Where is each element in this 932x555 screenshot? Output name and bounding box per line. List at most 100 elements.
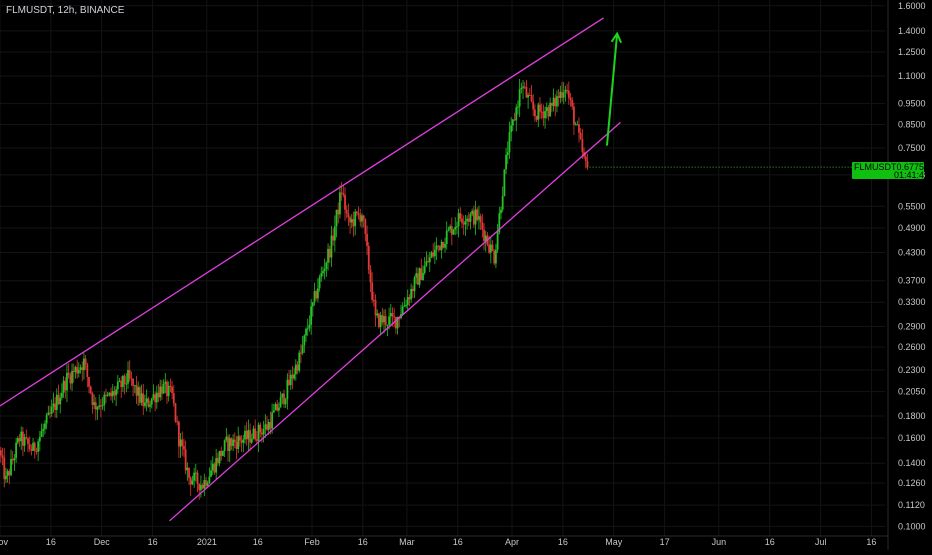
candle-body	[37, 441, 40, 452]
candle-body	[167, 385, 170, 397]
candle-body	[183, 446, 185, 450]
candle-body	[181, 439, 184, 447]
candle-body	[283, 393, 285, 405]
projection-arrow-head	[610, 31, 623, 44]
candle-body	[213, 463, 216, 473]
candle-body	[40, 431, 43, 437]
candle-body	[476, 209, 479, 220]
candle-body	[479, 216, 482, 223]
x-tick-label: Mar	[399, 537, 415, 547]
candle-body	[315, 291, 318, 299]
candle-body	[357, 213, 360, 215]
candle-body	[467, 218, 470, 222]
candle-body	[133, 385, 136, 387]
candle-body	[10, 458, 12, 476]
candle-body	[517, 106, 519, 108]
candle-body	[149, 404, 151, 407]
candle-body	[33, 442, 36, 452]
candle-body	[515, 107, 518, 121]
candle-body	[396, 316, 399, 329]
candle-body	[383, 316, 385, 323]
candle-body	[54, 403, 57, 410]
candle-body	[513, 119, 516, 121]
y-tick-label: 0.9500	[898, 99, 926, 109]
candle-body	[550, 102, 553, 106]
x-tick-label: 16	[558, 537, 568, 547]
candle-body	[171, 386, 173, 394]
candle-body	[11, 458, 14, 461]
candle-body	[389, 313, 392, 317]
candle-body	[254, 428, 257, 440]
candle-body	[179, 439, 182, 447]
candle-body	[557, 96, 560, 98]
candle-body	[245, 430, 248, 440]
candle-body	[401, 306, 404, 315]
candle-body	[174, 403, 177, 422]
candle-body	[483, 229, 485, 241]
candle-body	[271, 412, 274, 429]
candle-body	[411, 288, 414, 292]
candle-body	[64, 380, 67, 391]
candle-body	[89, 386, 92, 394]
candle-body	[28, 444, 31, 449]
candle-body	[72, 370, 75, 372]
candle-body	[127, 370, 129, 384]
candle-body	[294, 364, 297, 375]
candle-body	[50, 407, 53, 414]
candle-body	[99, 405, 102, 407]
candle-body	[240, 440, 243, 443]
candle-body	[456, 226, 458, 228]
candle-body	[244, 430, 246, 440]
candle-body	[559, 91, 562, 98]
candle-body	[462, 222, 465, 225]
candle-body	[140, 393, 143, 403]
candle-body	[252, 428, 255, 439]
y-tick-label: 0.8500	[898, 120, 926, 130]
candle-body	[544, 111, 546, 119]
candle-body	[123, 375, 126, 384]
candle-body	[420, 268, 423, 281]
y-tick-label: 0.2050	[898, 387, 926, 397]
candle-body	[164, 381, 167, 384]
candle-body	[450, 226, 453, 235]
candle-body	[122, 375, 124, 388]
x-tick-label: Nov	[0, 537, 8, 547]
candle-body	[106, 395, 109, 397]
candle-body	[332, 235, 335, 241]
candle-body	[466, 218, 468, 222]
candle-body	[281, 393, 284, 398]
candle-body	[379, 315, 382, 328]
candle-body	[552, 97, 555, 106]
candle-body	[20, 431, 23, 442]
y-tick-label: 0.3700	[898, 276, 926, 286]
candle-body	[154, 394, 157, 403]
candle-body	[408, 297, 411, 300]
x-tick-label: Feb	[304, 537, 320, 547]
candle-body	[340, 192, 343, 194]
candle-body	[166, 381, 168, 397]
candle-body	[21, 431, 24, 446]
candle-body	[425, 261, 428, 266]
candle-body	[503, 169, 506, 197]
y-tick-label: 1.1000	[898, 71, 926, 81]
candle-body	[67, 372, 70, 376]
candle-body	[381, 315, 384, 323]
y-tick-label: 0.1600	[898, 433, 926, 443]
candle-body	[184, 449, 187, 471]
candle-body	[337, 209, 340, 215]
candle-body	[581, 138, 584, 153]
y-tick-label: 0.1800	[898, 411, 926, 421]
candle-body	[361, 215, 363, 222]
candle-body	[255, 439, 258, 441]
candle-body	[288, 379, 290, 386]
candle-body	[161, 386, 163, 394]
candle-body	[155, 392, 158, 403]
candle-body	[500, 209, 502, 214]
candle-body	[128, 370, 131, 379]
candle-body	[415, 273, 418, 278]
candle-body	[376, 313, 379, 316]
candle-body	[191, 480, 194, 485]
candle-body	[196, 472, 199, 484]
